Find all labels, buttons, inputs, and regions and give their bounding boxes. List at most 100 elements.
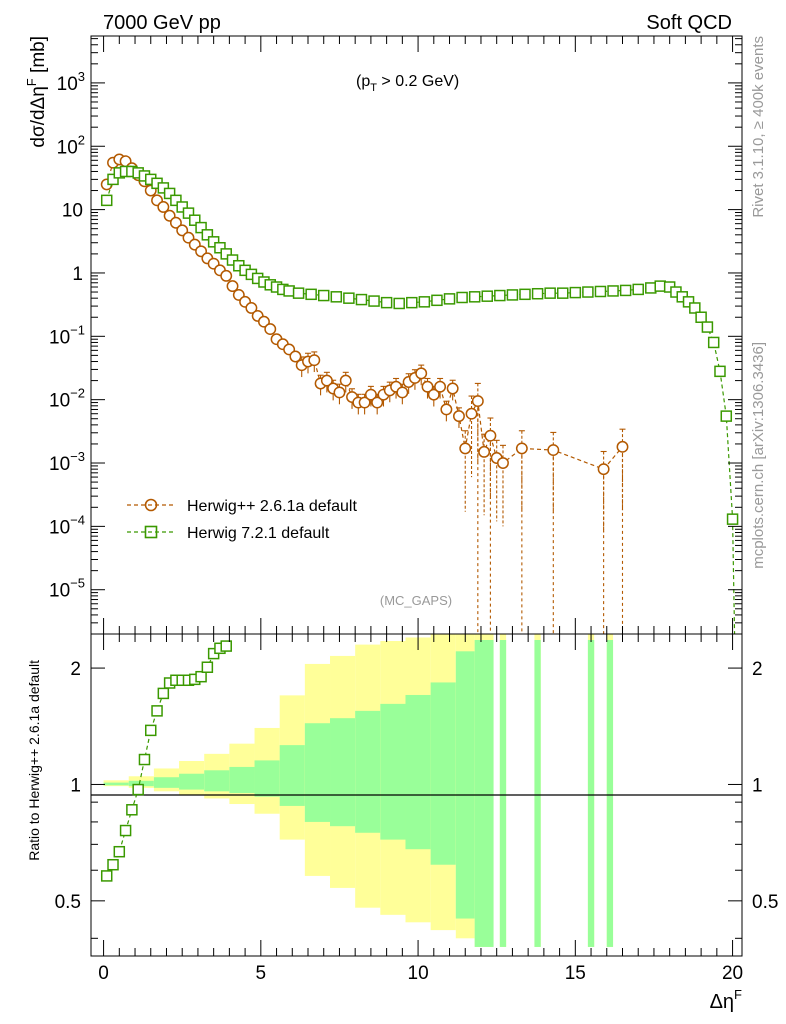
ratio-plot-frame [90, 633, 743, 957]
y-tick-label: 102 [57, 132, 85, 158]
data-point-herwig7 [380, 296, 393, 309]
x-tick-label: 15 [565, 963, 586, 984]
ratio-point [220, 640, 232, 652]
data-point-herwigpp [358, 396, 371, 409]
legend-item-herwig7: Herwig 7.2.1 default [127, 525, 330, 542]
data-point-herwigpp [434, 380, 447, 393]
band-inner [128, 780, 154, 787]
data-point-herwig7 [317, 289, 330, 302]
band-inner [380, 703, 406, 840]
y-tick-label: 1 [72, 264, 83, 285]
data-point-herwigpp [597, 463, 610, 476]
data-point-herwigpp [497, 457, 509, 469]
data-point-herwig7 [292, 287, 305, 299]
data-point-herwigpp [440, 403, 453, 416]
data-point-herwig7 [654, 280, 666, 292]
data-point-herwig7 [163, 187, 176, 200]
data-point-herwig7 [645, 282, 657, 294]
data-point-herwig7 [418, 296, 431, 308]
band-inner [474, 639, 494, 947]
data-point-herwig7 [189, 214, 201, 226]
data-point-herwigpp [245, 302, 258, 314]
data-point-herwigpp [289, 350, 302, 363]
y-tick-label: 10−2 [49, 386, 85, 412]
x-tick-label: 0 [98, 963, 109, 984]
data-point-herwigpp [421, 380, 434, 393]
band-inner [229, 766, 255, 794]
data-point-herwig7 [720, 410, 733, 422]
band-inner [330, 718, 356, 827]
y-axis-label-bottom: Ratio to Herwig++ 2.6.1a default [26, 660, 42, 861]
data-point-herwig7 [100, 194, 113, 207]
legend-square-marker [144, 525, 158, 539]
data-point-herwig7 [594, 285, 607, 298]
band-inner [534, 639, 541, 947]
data-point-herwig7 [170, 194, 182, 207]
ratio-panel: 0.5 0.51 12 20 5 10 15 20 [55, 633, 778, 984]
analysis-label: (MC_GAPS) [380, 593, 452, 608]
y-tick-label: 10−5 [49, 576, 85, 602]
data-point-herwig7 [305, 288, 317, 301]
legend: Herwig++ 2.6.1a default Herwig 7.2.1 def… [127, 498, 357, 542]
data-point-herwigpp [484, 429, 497, 442]
mcplots-label: mcplots.cern.ch [arXiv:1306.3436] [750, 342, 767, 569]
header-right: Soft QCD [646, 12, 732, 34]
data-point-herwigpp [616, 440, 629, 453]
data-point-herwig7 [506, 289, 519, 301]
band-inner [279, 745, 305, 806]
band-inner [153, 777, 180, 788]
data-point-herwig7 [456, 291, 468, 304]
y-axis-label-top: dσ/dΔηF [mb] [24, 36, 49, 148]
data-point-herwigpp [465, 407, 478, 420]
data-point-herwigpp [459, 442, 472, 455]
data-point-herwig7 [607, 285, 619, 297]
data-point-herwigpp [371, 396, 384, 409]
data-point-herwigpp [226, 280, 239, 293]
data-point-herwig7 [544, 287, 556, 299]
band-inner [405, 694, 431, 850]
legend-circle-marker [144, 498, 158, 512]
data-point-herwigpp [258, 315, 270, 328]
cut-annotation: (pT > 0.2 GeV) [356, 73, 459, 94]
data-point-herwigpp [547, 444, 560, 457]
data-point-herwigpp [515, 442, 528, 455]
data-point-herwig7 [201, 229, 214, 241]
data-point-herwig7 [701, 321, 714, 333]
data-point-herwig7 [343, 292, 355, 304]
data-point-herwig7 [431, 294, 443, 307]
data-point-herwigpp [264, 323, 277, 336]
legend-label-herwigpp: Herwig++ 2.6.1a default [187, 498, 357, 515]
band-inner [204, 770, 230, 792]
data-point-herwig7 [714, 365, 726, 378]
band-inner [430, 682, 456, 865]
ratio-y-tick-label-right: 2 [752, 659, 763, 680]
data-point-herwig7 [619, 284, 632, 297]
band-inner [587, 639, 595, 947]
ratio-point [195, 670, 207, 683]
header-left: 7000 GeV pp [103, 12, 221, 34]
data-point-herwigpp [176, 224, 189, 237]
band-inner [355, 710, 381, 833]
data-point-herwig7 [695, 311, 707, 323]
ratio-point [107, 858, 119, 871]
data-point-herwig7 [330, 291, 343, 303]
data-point-herwigpp [427, 388, 440, 401]
data-point-herwig7 [582, 286, 594, 298]
band-inner [179, 773, 205, 790]
data-point-herwig7 [632, 283, 644, 296]
data-point-herwig7 [214, 241, 226, 254]
data-point-herwigpp [396, 386, 409, 399]
ratio-y-tick-label: 2 [70, 659, 81, 680]
ratio-point [138, 753, 151, 766]
ratio-point [126, 804, 138, 816]
data-point-herwig7 [107, 173, 119, 186]
y-tick-label: 10−1 [49, 322, 85, 348]
data-point-herwigpp [157, 201, 170, 213]
data-point-herwigpp [453, 410, 465, 423]
band-inner [103, 782, 129, 786]
data-point-herwig7 [283, 285, 295, 297]
band-inner [254, 760, 280, 797]
data-point-herwig7 [556, 287, 569, 299]
data-point-herwig7 [682, 296, 695, 308]
